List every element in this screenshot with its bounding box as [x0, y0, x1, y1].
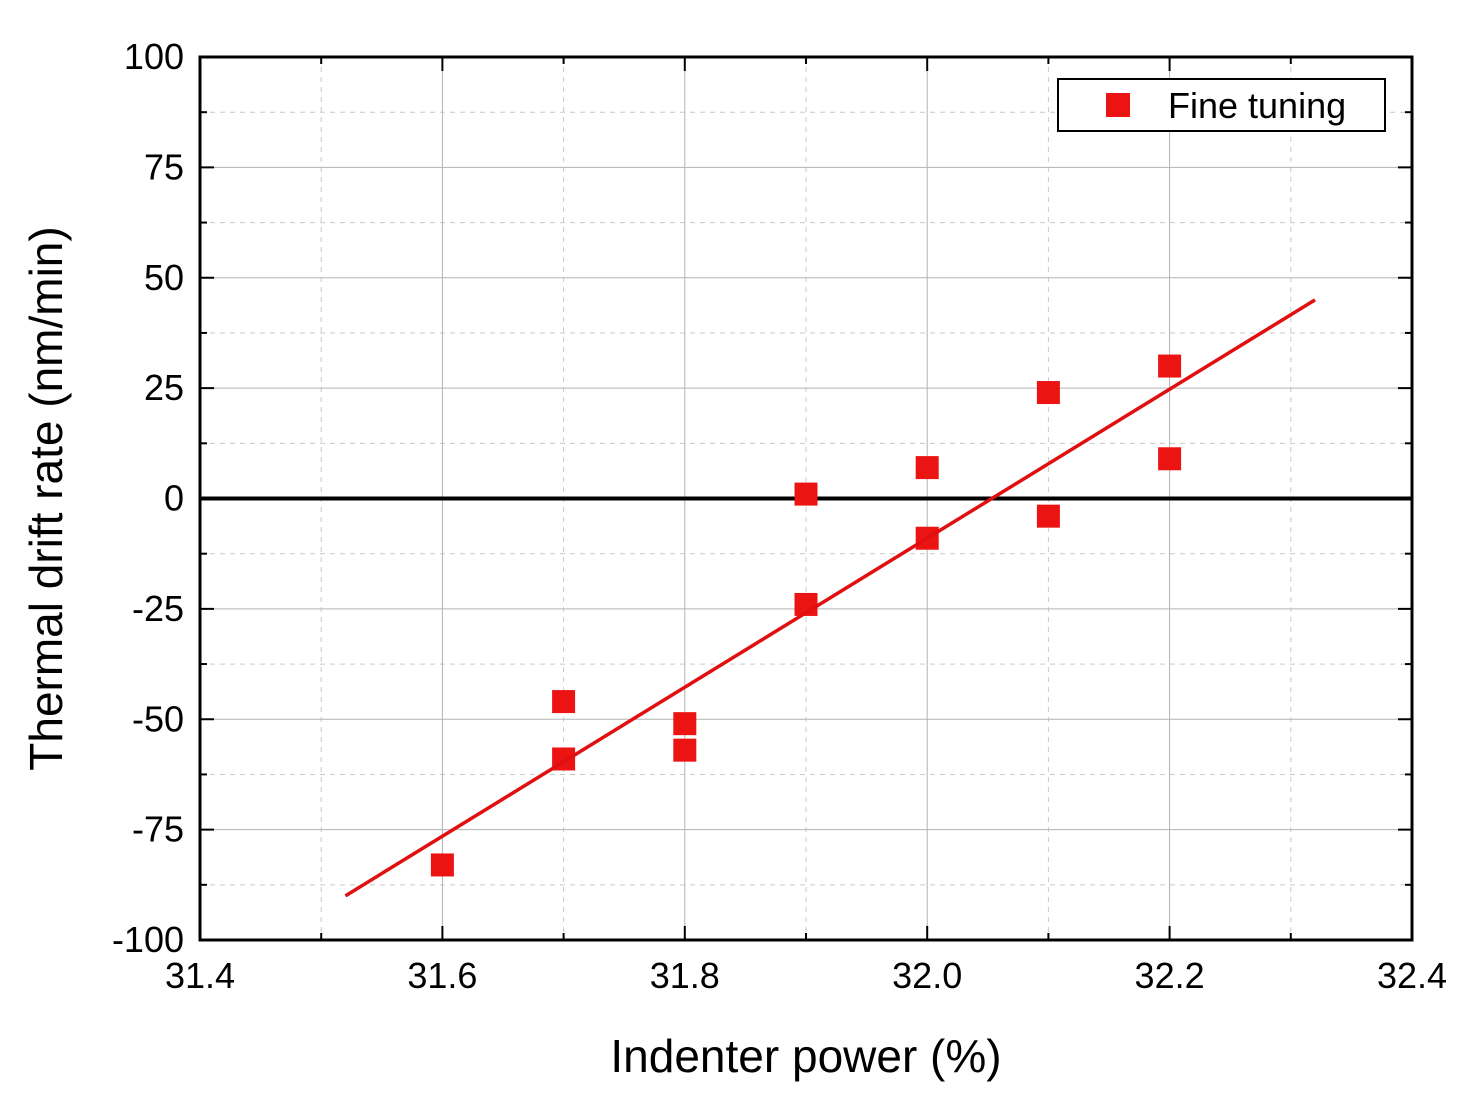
- x-tick-label: 32.4: [1377, 955, 1447, 996]
- data-point: [673, 738, 697, 762]
- y-tick-label: 50: [144, 257, 184, 298]
- y-tick-label: 100: [124, 36, 184, 77]
- data-point: [673, 712, 697, 736]
- y-tick-label: 75: [144, 146, 184, 187]
- data-point: [430, 853, 454, 877]
- data-point: [915, 456, 939, 480]
- data-point: [1036, 381, 1060, 405]
- y-tick-label: -75: [132, 809, 184, 850]
- tick-labels: 31.4 31.6 31.8 32.0 32.2 32.4 -100 -75 -50 -25 0 25…: [112, 36, 1447, 996]
- y-axis-label: Thermal drift rate (nm/min): [20, 226, 72, 770]
- x-tick-label: 31.8: [650, 955, 720, 996]
- tick-marks: [199, 56, 1413, 941]
- scatter-series: [430, 354, 1182, 877]
- data-point: [794, 482, 818, 506]
- y-tick-label: -50: [132, 698, 184, 739]
- y-tick-label: 25: [144, 367, 184, 408]
- data-point: [1158, 447, 1182, 471]
- y-tick-label: -25: [132, 588, 184, 629]
- x-tick-label: 31.4: [165, 955, 235, 996]
- legend: Fine tuning: [1057, 78, 1386, 132]
- legend-marker-square: [1106, 93, 1130, 117]
- data-point: [1158, 354, 1182, 378]
- x-tick-label: 32.0: [892, 955, 962, 996]
- x-tick-label: 31.6: [407, 955, 477, 996]
- y-tick-label: 0: [164, 478, 184, 519]
- legend-label: Fine tuning: [1168, 85, 1346, 126]
- y-tick-label: -100: [112, 919, 184, 960]
- x-tick-label: 32.2: [1135, 955, 1205, 996]
- data-point: [1036, 504, 1060, 528]
- fit-line: [344, 298, 1316, 898]
- x-axis-label: Indenter power (%): [610, 1030, 1001, 1082]
- data-point: [552, 690, 576, 714]
